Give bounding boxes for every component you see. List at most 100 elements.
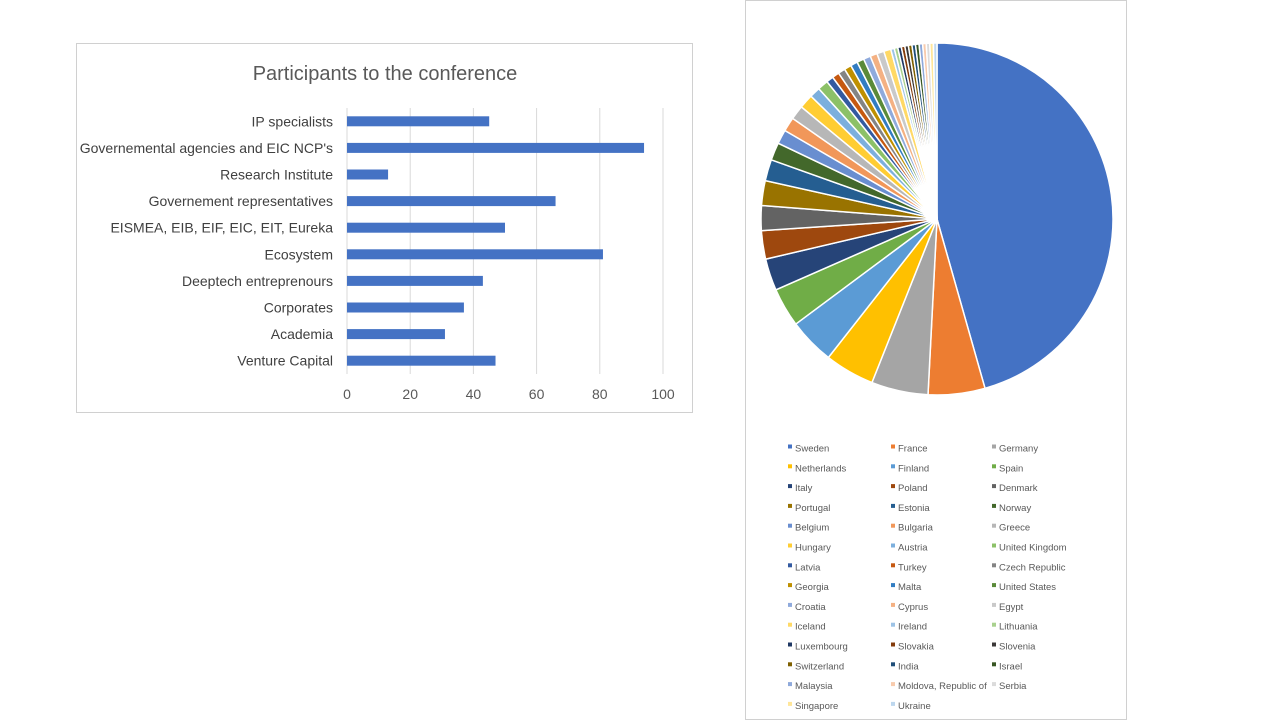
legend-item: Italy	[788, 483, 813, 494]
legend-swatch	[891, 464, 895, 469]
legend-item: Croatia	[788, 602, 826, 613]
pie-chart: Sweden France Germany Netherlands Finland Spa…	[760, 42, 1114, 712]
x-tick-label: 60	[529, 386, 545, 402]
legend-swatch	[992, 662, 996, 667]
legend-label: Georgia	[795, 582, 830, 593]
legend-label: Netherlands	[795, 463, 846, 474]
category-label: IP specialists	[252, 113, 333, 129]
legend-swatch	[992, 563, 996, 568]
legend-swatch	[992, 682, 996, 687]
legend-label: Germany	[999, 444, 1038, 455]
legend-swatch	[992, 503, 996, 508]
legend-label: Cyprus	[898, 602, 928, 613]
legend-label: Egypt	[999, 602, 1024, 613]
bar	[347, 249, 603, 260]
legend-label: Bulgaria	[898, 523, 934, 534]
legend-label: Spain	[999, 463, 1023, 474]
legend-swatch	[788, 484, 792, 489]
legend-swatch	[992, 523, 996, 528]
bar	[347, 355, 496, 366]
bar-chart-title: Participants to the conference	[253, 63, 518, 85]
legend-swatch	[788, 464, 792, 469]
legend-label: Poland	[898, 483, 928, 494]
legend-swatch	[992, 543, 996, 548]
bar	[347, 222, 505, 233]
x-tick-label: 80	[592, 386, 608, 402]
category-label: Governement representatives	[149, 193, 333, 209]
bar	[347, 329, 445, 340]
x-tick-label: 40	[466, 386, 482, 402]
legend-item: Bulgaria	[891, 523, 934, 534]
legend-item: Malaysia	[788, 681, 833, 692]
legend-item: Finland	[891, 463, 929, 474]
legend-item: Portugal	[788, 503, 830, 514]
legend-label: Latvia	[795, 562, 821, 573]
category-label: Deeptech entreprenours	[182, 273, 333, 289]
category-label: Corporates	[264, 300, 333, 316]
legend-swatch	[788, 682, 792, 687]
category-label: Academia	[271, 326, 333, 342]
legend-item: Turkey	[891, 562, 927, 573]
legend-label: Singapore	[795, 701, 838, 712]
legend-swatch	[891, 602, 895, 607]
legend-swatch	[891, 583, 895, 588]
legend-swatch	[788, 444, 792, 449]
legend-label: United Kingdom	[999, 543, 1067, 554]
legend-item: Switzerland	[788, 661, 844, 672]
legend-item: Ukraine	[891, 701, 931, 712]
legend-item: Lithuania	[992, 622, 1038, 633]
legend-item: France	[891, 444, 928, 455]
legend-swatch	[992, 642, 996, 647]
bar	[347, 302, 464, 313]
bar-chart: Participants to the conference 0 20 40 60 80…	[80, 63, 675, 402]
legend-swatch	[788, 543, 792, 548]
legend-swatch	[891, 662, 895, 667]
legend-item: Ireland	[891, 622, 927, 633]
legend-swatch	[891, 444, 895, 449]
legend-swatch	[992, 622, 996, 627]
category-label: Governemental agencies and EIC NCP's	[80, 140, 333, 156]
legend-label: Moldova, Republic of	[898, 681, 987, 692]
legend-label: Italy	[795, 483, 813, 494]
legend-swatch	[788, 563, 792, 568]
legend-label: Malaysia	[795, 681, 833, 692]
legend-item: United Kingdom	[992, 543, 1067, 554]
legend-label: Israel	[999, 661, 1022, 672]
legend-label: Denmark	[999, 483, 1038, 494]
legend-swatch	[891, 682, 895, 687]
legend-label: Hungary	[795, 543, 831, 554]
pie-slice	[936, 42, 1114, 390]
legend-swatch	[891, 523, 895, 528]
legend-swatch	[788, 523, 792, 528]
legend-swatch	[891, 642, 895, 647]
x-tick-label: 0	[343, 386, 351, 402]
legend-label: Sweden	[795, 444, 829, 455]
legend-item: India	[891, 661, 919, 672]
legend-item: Egypt	[992, 602, 1024, 613]
legend-label: Greece	[999, 523, 1030, 534]
category-label: Research Institute	[220, 167, 333, 183]
legend-label: Iceland	[795, 622, 826, 633]
legend-item: Israel	[992, 661, 1022, 672]
legend-label: Norway	[999, 503, 1031, 514]
legend-label: France	[898, 444, 928, 455]
legend-item: Singapore	[788, 701, 838, 712]
legend-label: Luxembourg	[795, 642, 848, 653]
legend-item: Poland	[891, 483, 928, 494]
legend-swatch	[891, 701, 895, 706]
legend-swatch	[788, 662, 792, 667]
bar	[347, 196, 556, 207]
legend-item: Cyprus	[891, 602, 928, 613]
legend-item: Slovakia	[891, 642, 935, 653]
legend-swatch	[788, 642, 792, 647]
legend-swatch	[788, 602, 792, 607]
bar-chart-panel: Participants to the conference 0 20 40 60 80…	[76, 43, 693, 413]
legend-item: Norway	[992, 503, 1031, 514]
legend-label: Slovenia	[999, 642, 1036, 653]
legend-label: Malta	[898, 582, 922, 593]
legend-item: Malta	[891, 582, 922, 593]
legend-label: Czech Republic	[999, 562, 1066, 573]
legend-item: Moldova, Republic of	[891, 681, 987, 692]
category-label: Venture Capital	[237, 353, 333, 369]
legend-item: Georgia	[788, 582, 830, 593]
